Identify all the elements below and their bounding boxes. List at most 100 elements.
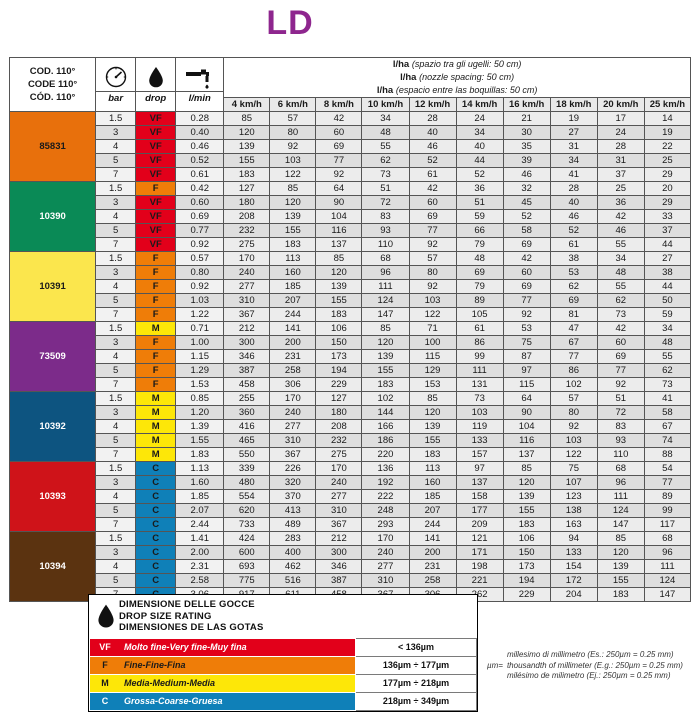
lmin-cell: 0.40 — [175, 125, 225, 140]
lha-value-cell: 283 — [269, 531, 317, 546]
lha-value-cell: 42 — [596, 321, 645, 336]
nozzle-code-cell: 10392 — [8, 391, 97, 462]
lha-value-cell: 221 — [455, 573, 504, 588]
lha-value-cell: 180 — [223, 195, 271, 210]
lha-value-cell: 55 — [361, 139, 410, 154]
lha-value-cell: 41 — [549, 167, 598, 182]
lha-value-cell: 160 — [269, 265, 317, 280]
lha-value-cell: 55 — [596, 279, 645, 294]
lha-value-cell: 139 — [596, 559, 645, 574]
legend-row: F Fine-Fine-Fina 136µm ÷ 177µm — [89, 655, 477, 675]
lha-value-cell: 14 — [643, 111, 692, 126]
header-code-cell: COD. 110° CODE 110° CÓD. 110° — [8, 57, 97, 112]
lha-value-cell: 92 — [315, 167, 363, 182]
lha-value-cell: 139 — [502, 489, 551, 504]
lha-value-cell: 92 — [502, 307, 551, 322]
lha-value-cell: 28 — [596, 139, 645, 154]
legend-titles: DIMENSIONE DELLE GOCCE DROP SIZE RATING … — [119, 599, 264, 634]
lha-value-cell: 177 — [455, 503, 504, 518]
lha-value-cell: 170 — [315, 461, 363, 476]
lha-value-cell: 111 — [455, 363, 504, 378]
lha-value-cell: 85 — [361, 321, 410, 336]
lha-value-cell: 387 — [315, 573, 363, 588]
lmin-cell: 0.92 — [175, 237, 225, 252]
lha-value-cell: 42 — [596, 209, 645, 224]
legend-description: Molto fine-Very fine-Muy fina — [120, 637, 356, 657]
lha-value-cell: 93 — [361, 223, 410, 238]
lmin-cell: 0.69 — [175, 209, 225, 224]
lha-value-cell: 166 — [361, 419, 410, 434]
lha-value-cell: 147 — [361, 307, 410, 322]
lha-value-cell: 620 — [223, 503, 271, 518]
lha-value-cell: 180 — [315, 405, 363, 420]
lha-value-cell: 69 — [549, 293, 598, 308]
lha-value-cell: 600 — [223, 545, 271, 560]
lha-value-cell: 34 — [549, 153, 598, 168]
table-row: 3 VF 0.60 180 120 90 72 60 51 45 40 36 29 — [10, 195, 692, 210]
drop-rating-cell: M — [135, 447, 177, 462]
lha-value-cell: 489 — [269, 517, 317, 532]
drop-rating-cell: F — [135, 377, 177, 392]
lha-value-cell: 103 — [408, 293, 457, 308]
drop-rating-cell: F — [135, 349, 177, 364]
lha-value-cell: 52 — [455, 167, 504, 182]
lha-value-cell: 200 — [408, 545, 457, 560]
lha-value-cell: 172 — [549, 573, 598, 588]
micrometer-footnote: µm= millesimo di millimetro (Es.: 250µm … — [487, 650, 683, 682]
legend-table-body: VF Molto fine-Very fine-Muy fina < 136µm F F… — [89, 637, 477, 711]
lha-value-cell: 77 — [643, 475, 692, 490]
lha-value-cell: 129 — [408, 363, 457, 378]
table-row: 10394 1.5 C 1.41 424 283 212 170 141 121 106 94 85 68 — [8, 531, 692, 602]
legend-range: 177µm ÷ 218µm — [355, 673, 477, 693]
lha-value-cell: 370 — [269, 489, 317, 504]
speed-header-6: 6 km/h — [269, 97, 317, 112]
drop-rating-cell: F — [135, 335, 177, 350]
lha-line-es: l/ha (espacio entre las boquillas: 50 cm… — [224, 84, 690, 97]
lha-value-cell: 413 — [269, 503, 317, 518]
lha-value-cell: 51 — [455, 195, 504, 210]
legend-description: Media-Medium-Media — [120, 673, 356, 693]
legend-range: 136µm ÷ 177µm — [355, 655, 477, 675]
lha-value-cell: 133 — [455, 433, 504, 448]
lha-value-cell: 44 — [643, 237, 692, 252]
lha-value-cell: 387 — [223, 363, 271, 378]
lha-value-cell: 25 — [596, 181, 645, 196]
lha-value-cell: 53 — [549, 265, 598, 280]
header-drop-cell: drop — [135, 57, 177, 112]
lha-value-cell: 367 — [315, 517, 363, 532]
bar-cell: 3 — [95, 195, 137, 210]
lmin-cell: 0.28 — [175, 111, 225, 126]
lha-value-cell: 61 — [455, 321, 504, 336]
lha-value-cell: 113 — [408, 461, 457, 476]
lha-value-cell: 155 — [269, 223, 317, 238]
lha-value-cell: 27 — [549, 125, 598, 140]
header-lmin-cell: l/min — [175, 57, 225, 112]
speed-header-16: 16 km/h — [502, 97, 551, 112]
lmin-cell: 1.29 — [175, 363, 225, 378]
lha-value-cell: 209 — [455, 517, 504, 532]
lmin-cell: 1.00 — [175, 335, 225, 350]
lha-value-cell: 69 — [502, 279, 551, 294]
table-row: 3 C 2.00 600 400 300 240 200 171 150 133 120 96 — [10, 545, 692, 560]
lmin-cell: 1.83 — [175, 447, 225, 462]
lha-value-cell: 36 — [596, 195, 645, 210]
lha-value-cell: 103 — [269, 153, 317, 168]
lmin-cell: 1.55 — [175, 433, 225, 448]
lha-value-cell: 68 — [361, 251, 410, 266]
lha-value-cell: 111 — [596, 489, 645, 504]
bar-cell: 7 — [95, 377, 137, 392]
table-row: 4 C 1.85 554 370 277 222 185 158 139 123 111 89 — [10, 489, 692, 504]
lha-value-cell: 17 — [596, 111, 645, 126]
speed-header-12: 12 km/h — [408, 97, 457, 112]
lha-bold-es: l/ha — [376, 85, 394, 96]
lha-value-cell: 44 — [643, 279, 692, 294]
lha-value-cell: 550 — [223, 447, 271, 462]
lha-value-cell: 41 — [643, 391, 692, 406]
lha-value-cell: 173 — [315, 349, 363, 364]
drop-rating-cell: C — [135, 545, 177, 560]
header-lha-cell: l/ha (spazio tra gli ugelli: 50 cm) l/ha… — [223, 57, 691, 98]
drop-rating-cell: VF — [135, 111, 177, 126]
lha-value-cell: 105 — [455, 307, 504, 322]
lha-value-cell: 104 — [315, 209, 363, 224]
lha-value-cell: 54 — [643, 461, 692, 476]
